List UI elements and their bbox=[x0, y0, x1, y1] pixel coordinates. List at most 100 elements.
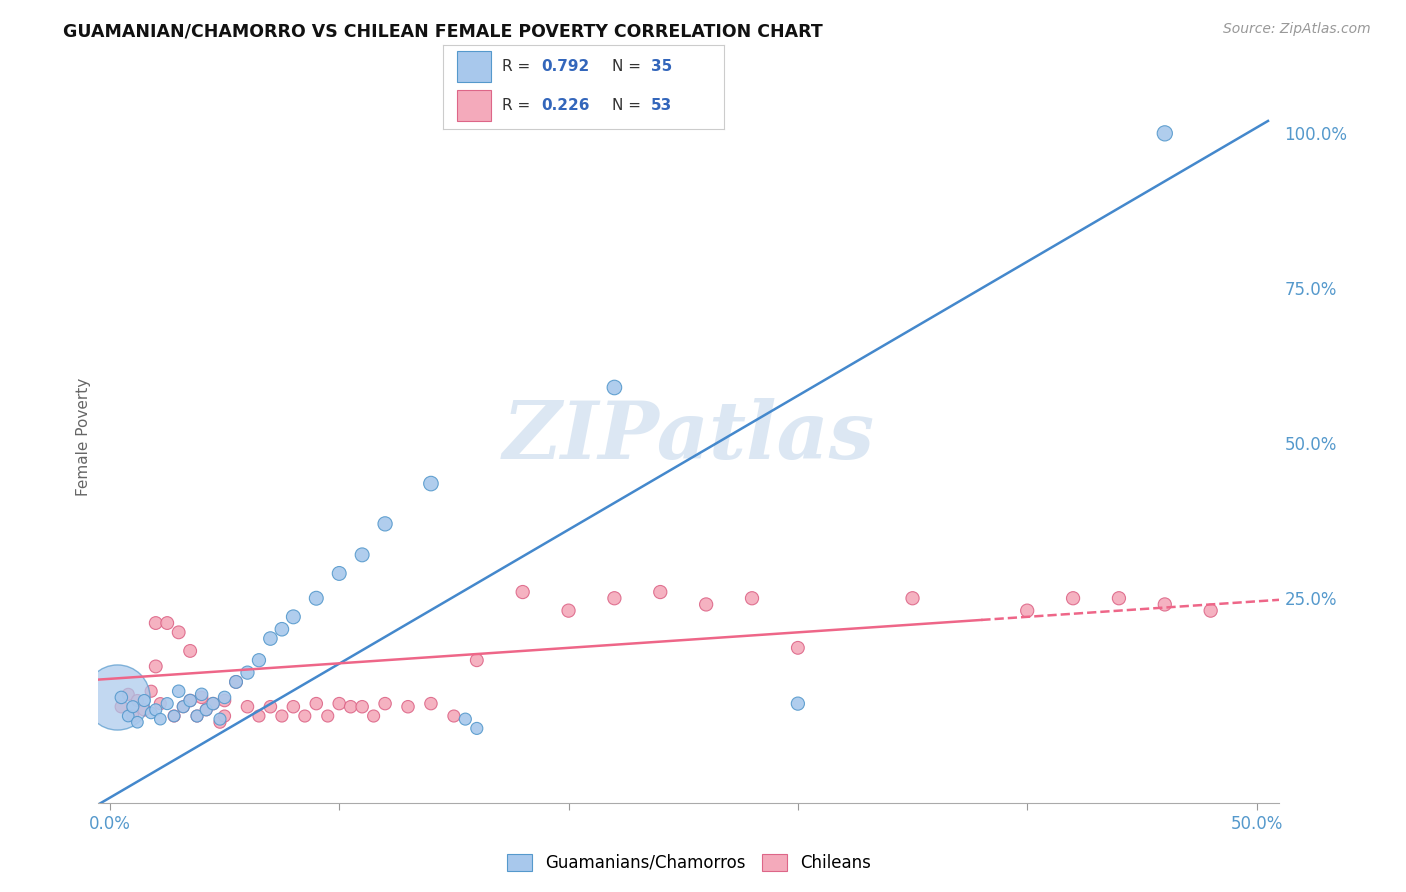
Point bbox=[374, 697, 396, 711]
Point bbox=[110, 690, 132, 705]
Point bbox=[105, 690, 128, 705]
Point bbox=[603, 380, 626, 394]
Text: 53: 53 bbox=[651, 98, 672, 113]
Point bbox=[179, 644, 201, 658]
Point bbox=[420, 476, 443, 491]
Point bbox=[167, 684, 190, 698]
Point bbox=[786, 640, 808, 655]
Point bbox=[1153, 126, 1175, 140]
Point bbox=[1153, 598, 1175, 612]
Point bbox=[786, 697, 808, 711]
Point bbox=[695, 598, 717, 612]
Point bbox=[163, 709, 186, 723]
Point bbox=[167, 625, 190, 640]
Point bbox=[208, 712, 231, 726]
Point bbox=[134, 693, 156, 707]
Point bbox=[236, 665, 259, 680]
Point bbox=[145, 659, 167, 673]
FancyBboxPatch shape bbox=[457, 52, 491, 82]
Point bbox=[283, 610, 305, 624]
Text: GUAMANIAN/CHAMORRO VS CHILEAN FEMALE POVERTY CORRELATION CHART: GUAMANIAN/CHAMORRO VS CHILEAN FEMALE POV… bbox=[63, 22, 823, 40]
Point bbox=[121, 709, 143, 723]
Legend: Guamanians/Chamorros, Chileans: Guamanians/Chamorros, Chileans bbox=[501, 847, 877, 879]
Point bbox=[190, 690, 212, 705]
Text: R =: R = bbox=[502, 59, 536, 74]
Point bbox=[156, 697, 179, 711]
Point bbox=[127, 715, 149, 730]
Point bbox=[465, 722, 488, 736]
Point bbox=[186, 709, 208, 723]
Point bbox=[214, 693, 236, 707]
Point bbox=[179, 693, 201, 707]
Point bbox=[202, 697, 225, 711]
Point bbox=[1017, 604, 1039, 618]
Point bbox=[443, 709, 465, 723]
Point bbox=[305, 697, 328, 711]
Point bbox=[328, 566, 350, 581]
Text: 0.226: 0.226 bbox=[541, 98, 589, 113]
Point bbox=[134, 703, 156, 717]
Text: Source: ZipAtlas.com: Source: ZipAtlas.com bbox=[1223, 22, 1371, 37]
Text: N =: N = bbox=[612, 98, 645, 113]
Point bbox=[186, 709, 208, 723]
Point bbox=[172, 699, 194, 714]
Point bbox=[259, 699, 281, 714]
Point bbox=[396, 699, 419, 714]
Point bbox=[1199, 604, 1222, 618]
Point bbox=[339, 699, 361, 714]
Point bbox=[214, 709, 236, 723]
Point bbox=[512, 585, 534, 599]
Point bbox=[352, 699, 374, 714]
Point bbox=[156, 615, 179, 630]
Point bbox=[172, 699, 194, 714]
Point bbox=[270, 709, 292, 723]
Point bbox=[141, 706, 163, 720]
Text: N =: N = bbox=[612, 59, 645, 74]
Text: R =: R = bbox=[502, 98, 536, 113]
Point bbox=[352, 548, 374, 562]
Text: 35: 35 bbox=[651, 59, 672, 74]
Y-axis label: Female Poverty: Female Poverty bbox=[76, 378, 91, 496]
Point bbox=[149, 712, 172, 726]
Point bbox=[214, 690, 236, 705]
Point bbox=[374, 516, 396, 531]
Point bbox=[247, 653, 270, 667]
Point bbox=[283, 699, 305, 714]
Point bbox=[363, 709, 385, 723]
Point bbox=[202, 697, 225, 711]
Point bbox=[225, 674, 247, 689]
Point bbox=[127, 693, 149, 707]
Point bbox=[117, 687, 139, 701]
Point bbox=[195, 703, 218, 717]
Point bbox=[901, 591, 924, 606]
FancyBboxPatch shape bbox=[457, 90, 491, 120]
Text: 0.792: 0.792 bbox=[541, 59, 589, 74]
Point bbox=[1062, 591, 1084, 606]
Point bbox=[163, 709, 186, 723]
Point bbox=[454, 712, 477, 726]
Point bbox=[294, 709, 316, 723]
Point bbox=[208, 715, 231, 730]
Point bbox=[270, 622, 292, 636]
Point bbox=[145, 615, 167, 630]
Point bbox=[179, 693, 201, 707]
Point bbox=[149, 697, 172, 711]
Text: ZIPatlas: ZIPatlas bbox=[503, 399, 875, 475]
Point bbox=[741, 591, 763, 606]
Point bbox=[121, 699, 143, 714]
Point bbox=[141, 684, 163, 698]
Point bbox=[316, 709, 339, 723]
Point bbox=[247, 709, 270, 723]
Point bbox=[328, 697, 350, 711]
Point bbox=[259, 632, 281, 646]
Point bbox=[145, 703, 167, 717]
Point bbox=[305, 591, 328, 606]
Point bbox=[225, 674, 247, 689]
Point bbox=[190, 687, 212, 701]
Point bbox=[110, 699, 132, 714]
Point bbox=[650, 585, 672, 599]
Point bbox=[603, 591, 626, 606]
Point bbox=[236, 699, 259, 714]
Point bbox=[117, 709, 139, 723]
Point bbox=[465, 653, 488, 667]
